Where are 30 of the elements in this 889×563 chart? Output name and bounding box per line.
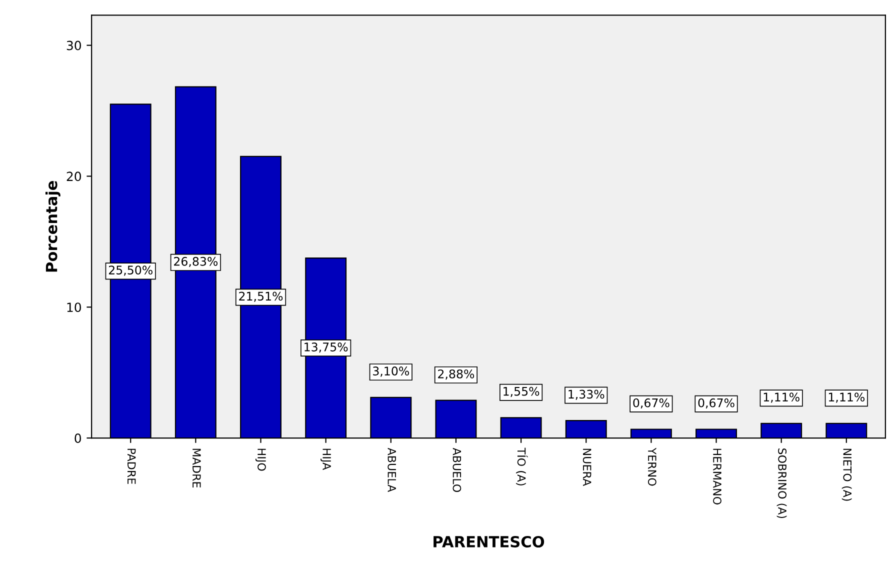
x-tick-label: HIJO [255, 448, 266, 471]
data-label: 1,11% [764, 392, 800, 403]
x-tick-label: ABUELO [452, 448, 462, 492]
data-label: 3,10% [373, 366, 409, 377]
x-axis-title: PARENTESCO [434, 536, 544, 548]
x-tick-label: NIETO (A) [842, 448, 852, 501]
data-label: 0,67% [698, 398, 734, 409]
x-tick-label: TÍO (A) [516, 448, 528, 486]
data-label: 21,51% [239, 292, 283, 302]
data-label: 1,55% [504, 386, 540, 397]
x-tick-label: YERNO [648, 448, 656, 486]
data-label: 1,33% [568, 390, 604, 400]
data-label: 1,11% [828, 392, 864, 403]
data-label: 0,67% [633, 398, 670, 409]
y-axis-title: Porcentaje [45, 180, 60, 272]
x-tick-label: HIJA [320, 448, 331, 470]
x-tick-label: HERMANO [713, 448, 722, 504]
x-tick-label: SOBRINO (A) [776, 448, 787, 518]
y-tick-label: 0 [74, 433, 82, 443]
x-tick-label: NUERA [582, 448, 592, 486]
data-label: 13,75% [304, 342, 348, 353]
data-label: 2,88% [438, 369, 474, 380]
data-label: 26,83% [174, 256, 218, 268]
x-tick-label: ABUELA [388, 448, 396, 492]
x-tick-label: MADRE [192, 448, 201, 488]
data-label: 25,50% [108, 266, 152, 276]
y-tick-label: 20 [66, 172, 82, 182]
y-tick-label: 10 [67, 302, 82, 312]
x-tick-label: PADRE [128, 448, 136, 484]
y-tick-label: 30 [66, 40, 82, 50]
